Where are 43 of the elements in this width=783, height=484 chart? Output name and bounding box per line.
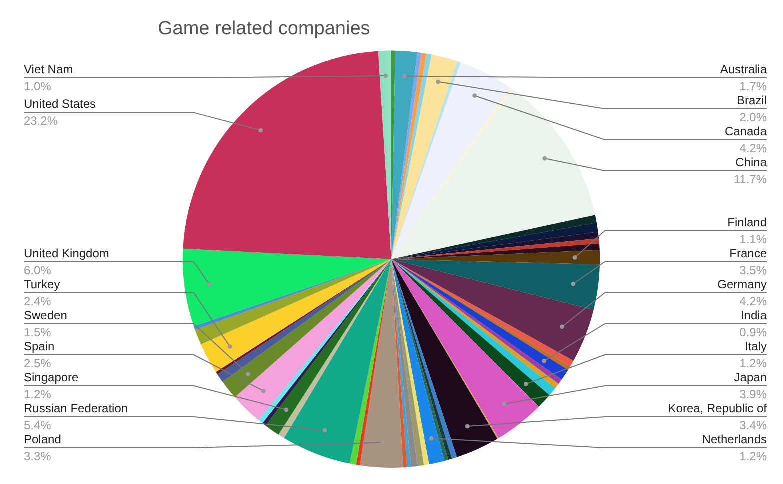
slice-label: China [736,155,768,170]
data-label: 23.2% [24,114,58,128]
slice-label: Spain [24,339,55,354]
data-label: 1.2% [740,356,768,370]
data-label: 3.9% [740,387,768,402]
slice-label: Germany [718,277,767,292]
data-label: 11.7% [734,172,768,186]
data-label: 1.2% [24,387,52,402]
slice-label: United Kingdom [24,246,110,260]
slice-label: Korea, Republic of [668,401,768,416]
slice-label: Singapore [24,370,80,384]
data-label: 3.5% [740,263,768,278]
slice-label: Poland [24,432,62,446]
slice-label: Canada [724,124,768,138]
slice-label: Italy [744,339,767,354]
chart-title: Game related companies [158,18,370,40]
slice-label: Sweden [24,308,68,322]
data-label: 4.2% [740,141,768,156]
slice-label: Finland [728,215,767,230]
data-label: 1.5% [24,325,52,340]
slice-label: Viet Nam [24,62,74,76]
slice-label: United States [24,97,96,112]
slice-label: France [730,246,768,260]
slice-label: Russian Federation [24,401,128,416]
data-label: 1.1% [740,232,768,246]
slice-label: Australia [720,62,768,76]
slice-label: Japan [734,370,767,384]
data-label: 3.4% [740,418,768,432]
slice-label: Netherlands [702,432,767,446]
slice-label: Turkey [24,277,60,292]
data-label: 1.7% [740,79,768,94]
data-label: 4.2% [740,294,768,308]
data-label: 1.0% [24,79,52,94]
data-label: 6.0% [24,263,52,278]
data-label: 1.2% [740,449,768,464]
data-label: 2.4% [24,294,52,308]
data-label: 5.4% [24,418,52,432]
data-label: 2.0% [740,110,768,124]
slice-label: Brazil [736,93,767,108]
slice-label: India [740,308,768,322]
data-label: 0.9% [740,325,768,340]
data-label: 2.5% [24,356,52,370]
data-label: 3.3% [24,449,52,464]
